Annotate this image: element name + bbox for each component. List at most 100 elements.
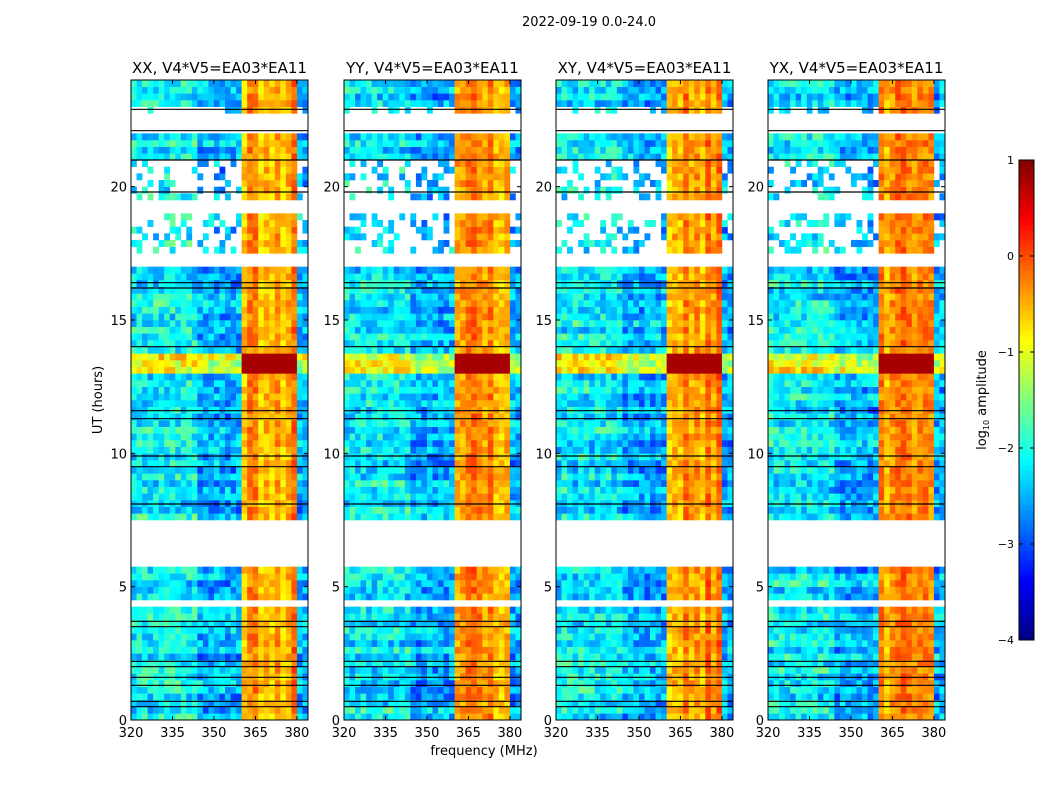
heatmap-cell xyxy=(415,173,422,181)
heatmap-cell xyxy=(377,646,384,654)
heatmap-cell xyxy=(247,173,253,181)
heatmap-cell xyxy=(142,680,148,687)
heatmap-cell xyxy=(432,340,439,347)
heatmap-cell xyxy=(230,706,237,714)
heatmap-cell xyxy=(432,386,439,394)
heatmap-cell xyxy=(487,226,494,234)
heatmap-cell xyxy=(274,713,281,721)
heatmap-cell xyxy=(197,706,204,714)
heatmap-cell xyxy=(191,280,198,287)
heatmap-cell xyxy=(443,486,450,494)
heatmap-cell xyxy=(169,266,176,274)
heatmap-cell xyxy=(247,340,253,347)
heatmap-cell xyxy=(515,446,522,454)
heatmap-cell xyxy=(213,473,220,481)
heatmap-cell xyxy=(230,326,237,334)
heatmap-cell xyxy=(186,373,193,381)
heatmap-cell xyxy=(142,506,148,514)
heatmap-cell xyxy=(213,620,220,627)
heatmap-cell xyxy=(230,480,237,487)
heatmap-cell xyxy=(219,300,226,307)
heatmap-cell xyxy=(191,100,198,107)
heatmap-cell xyxy=(366,400,372,407)
heatmap-cell xyxy=(360,693,367,701)
heatmap-cell xyxy=(421,320,428,327)
heatmap-cell xyxy=(476,80,483,87)
heatmap-cell xyxy=(302,373,309,381)
heatmap-cell xyxy=(410,620,417,627)
heatmap-cell xyxy=(158,280,165,287)
heatmap-cell xyxy=(241,466,248,474)
heatmap-cell xyxy=(454,186,461,194)
heatmap-cell xyxy=(208,566,215,574)
heatmap-cell xyxy=(421,220,428,227)
heatmap-cell xyxy=(274,606,281,614)
heatmap-cell xyxy=(136,360,143,367)
heatmap-cell xyxy=(263,306,270,314)
heatmap-cell xyxy=(366,660,372,667)
heatmap-cell xyxy=(415,266,422,274)
heatmap-cell xyxy=(688,706,695,714)
heatmap-cell xyxy=(153,586,159,594)
heatmap-cell xyxy=(208,220,215,227)
heatmap-cell xyxy=(377,133,384,141)
heatmap-cell xyxy=(153,473,159,481)
heatmap-cell xyxy=(180,486,187,494)
heatmap-cell xyxy=(487,266,494,274)
heatmap-cell xyxy=(202,366,209,374)
heatmap-cell xyxy=(377,86,384,94)
heatmap-cell xyxy=(296,360,303,367)
heatmap-cell xyxy=(236,280,242,287)
heatmap-cell xyxy=(432,613,439,621)
heatmap-cell xyxy=(443,413,450,421)
heatmap-cell xyxy=(197,160,204,167)
heatmap-cell xyxy=(371,313,378,321)
heatmap-cell xyxy=(213,586,220,594)
heatmap-cell xyxy=(393,400,400,407)
heatmap-cell xyxy=(269,693,276,701)
heatmap-cell xyxy=(236,713,242,721)
heatmap-cell xyxy=(388,586,395,594)
heatmap-cell xyxy=(197,393,204,401)
heatmap-cell xyxy=(471,580,478,587)
heatmap-cell xyxy=(443,380,450,387)
heatmap-cell xyxy=(263,80,270,87)
heatmap-cell xyxy=(280,480,287,487)
heatmap-cell xyxy=(208,573,215,581)
heatmap-cell xyxy=(399,653,406,661)
heatmap-cell xyxy=(355,440,361,447)
heatmap-cell xyxy=(443,653,450,661)
heatmap-cell xyxy=(509,460,516,467)
heatmap-cell xyxy=(302,626,309,634)
heatmap-cell xyxy=(252,186,259,194)
heatmap-cell xyxy=(180,133,187,141)
heatmap-cell xyxy=(219,453,226,461)
heatmap-cell xyxy=(449,646,455,654)
heatmap-cell xyxy=(382,140,389,147)
heatmap-cell xyxy=(454,93,461,101)
heatmap-cell xyxy=(393,566,400,574)
heatmap-cell xyxy=(230,713,237,721)
heatmap-cell xyxy=(471,706,478,714)
heatmap-cell xyxy=(241,433,248,441)
heatmap-cell xyxy=(482,573,489,581)
heatmap-cell xyxy=(131,473,137,481)
heatmap-cell xyxy=(366,266,372,274)
heatmap-cell xyxy=(208,646,215,654)
heatmap-cell xyxy=(296,366,303,374)
heatmap-cell xyxy=(180,460,187,467)
heatmap-cell xyxy=(164,453,171,461)
heatmap-cell xyxy=(131,160,137,167)
heatmap-cell xyxy=(487,353,494,361)
heatmap-cell xyxy=(454,393,461,401)
heatmap-cell xyxy=(252,506,259,514)
heatmap-cell xyxy=(498,706,505,714)
heatmap-cell xyxy=(393,313,400,321)
heatmap-cell xyxy=(426,360,433,367)
heatmap-cell xyxy=(213,713,220,721)
heatmap-cell xyxy=(432,506,439,514)
heatmap-cell xyxy=(454,646,461,654)
heatmap-cell xyxy=(213,213,220,221)
heatmap-cell xyxy=(404,140,411,147)
